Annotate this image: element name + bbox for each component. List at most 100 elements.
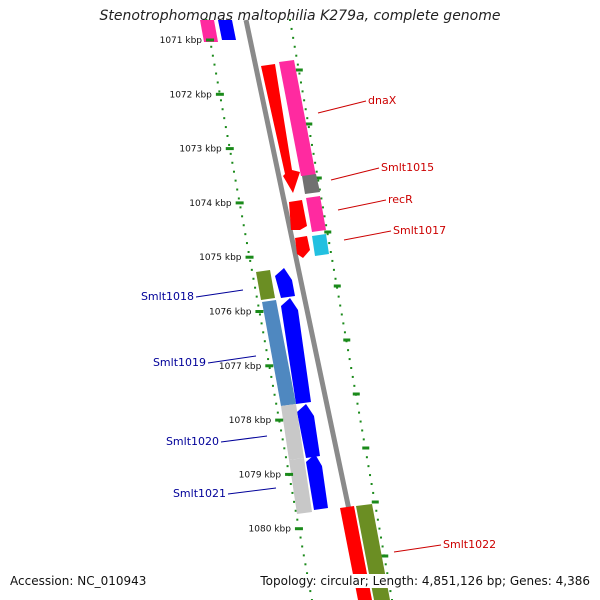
feature-Smlt1015-cog[interactable] [302,174,320,194]
left-ruler-dot [304,563,307,566]
left-ruler-dot [239,206,242,209]
left-ruler-dot [250,268,253,271]
feature-Smlt1020-cds[interactable] [297,404,320,458]
left-ruler-dot [294,509,297,512]
right-ruler-dot [318,188,321,191]
left-ruler-dot [262,331,265,334]
feature-dnaX-cog[interactable] [279,60,316,176]
gene-labels: dnaX Smlt1015 recR Smlt1017 Smlt1018 Smlt1019… [141,94,496,553]
feature-Smlt1019-cog[interactable] [262,300,296,406]
gene-label-Smlt1022[interactable]: Smlt1022 [443,538,496,551]
gene-label-leader [220,435,268,443]
right-ruler-dot [290,27,293,30]
right-ruler-dot [372,491,375,494]
right-ruler-dot [298,72,301,75]
map-title: Stenotrophomonas maltophilia K279a, comp… [99,8,501,24]
right-ruler-dot [337,295,340,298]
gene-label-dnaX[interactable]: dnaX [368,94,397,107]
right-ruler-dot [329,251,332,253]
left-ruler-dot [215,72,218,75]
left-ruler-dot [226,135,229,137]
feature-top-blue [218,20,236,40]
right-ruler-dot [361,429,364,432]
right-ruler-dot [365,456,368,459]
scale-tick-label: 1079 kbp [239,470,282,480]
gene-label-Smlt1017[interactable]: Smlt1017 [393,224,446,237]
right-ruler-dot [317,179,320,182]
right-ruler-dot [370,483,373,485]
feature-Smlt1019-cds[interactable] [281,298,311,404]
left-ruler-dot [267,358,270,361]
right-ruler-dot [336,286,339,289]
gene-label-leader [393,544,442,553]
right-ruler-dot [328,242,331,245]
left-ruler-dot [232,170,235,173]
left-ruler-dot [221,108,224,111]
right-ruler-dot [343,331,346,334]
right-ruler-dot [292,36,295,39]
left-ruler-dot [301,545,304,548]
right-ruler-dot [356,402,359,405]
left-ruler-dot [286,465,289,468]
right-ruler-dot [312,152,315,155]
right-ruler-dot [353,384,356,387]
gene-label-recR[interactable]: recR [388,193,413,206]
feature-Smlt1017-cds[interactable] [295,236,310,258]
feature-recR-cds[interactable] [289,200,307,230]
left-ruler-dot [252,277,255,280]
feature-dnaX-cds[interactable] [261,64,300,193]
right-ruler-dot [380,536,383,539]
feature-Smlt1020-cog[interactable] [281,404,304,460]
right-ruler-dot [314,161,317,164]
right-ruler-dot [331,259,334,262]
right-ruler-dot [351,375,354,378]
right-ruler-dot [389,590,392,593]
scale-tick-label: 1072 kbp [169,90,212,100]
scale-tick-label: 1073 kbp [179,145,222,155]
right-ruler-dot [375,509,378,512]
gene-label-Smlt1015[interactable]: Smlt1015 [381,161,434,174]
feature-Smlt1017-cog[interactable] [312,234,329,256]
right-ruler-dot [321,206,324,209]
right-ruler-dot [376,518,379,521]
left-ruler-dot [270,375,273,378]
left-ruler-dot [309,590,312,593]
feature-Smlt1018-cds[interactable] [275,268,295,298]
left-ruler-dot [265,349,268,352]
right-ruler-dot [299,81,302,84]
right-ruler-dot [342,322,345,325]
feature-recR-cog[interactable] [306,196,326,232]
right-ruler-dot [369,474,372,477]
left-ruler-dot [216,81,219,84]
left-ruler-dot [299,536,302,539]
right-ruler-dot [309,135,312,137]
gene-label-leader [330,167,380,181]
scale-tick-label: 1078 kbp [229,416,272,426]
gene-label-leader [207,355,257,364]
left-ruler-dot [296,518,299,521]
gene-label-Smlt1021[interactable]: Smlt1021 [173,487,226,500]
left-ruler-dot [271,384,274,387]
right-ruler-dot [289,19,291,21]
feature-Smlt1021-cds[interactable] [306,454,328,510]
right-ruler-dot [358,411,361,414]
left-ruler-dot [242,224,245,227]
gene-label-leader [337,199,387,211]
left-ruler-dot [231,161,234,164]
gene-label-Smlt1018[interactable]: Smlt1018 [141,290,194,303]
left-ruler-dot [302,554,305,557]
feature-Smlt1021-cog[interactable] [289,458,312,514]
gene-label-Smlt1020[interactable]: Smlt1020 [166,435,219,448]
gene-label-Smlt1019[interactable]: Smlt1019 [153,356,206,369]
right-ruler-dot [386,572,389,575]
left-ruler-dot [258,313,261,316]
left-ruler-dot [255,295,258,298]
right-ruler-dot [350,367,353,369]
scale-tick-label: 1071 kbp [160,36,203,46]
left-ruler-dot [306,572,309,575]
right-ruler-dot [362,438,365,441]
left-ruler-dot [276,411,279,414]
feature-Smlt1018-cog[interactable] [256,270,275,300]
left-ruler-dot [254,286,257,289]
right-ruler-dot [320,197,323,200]
